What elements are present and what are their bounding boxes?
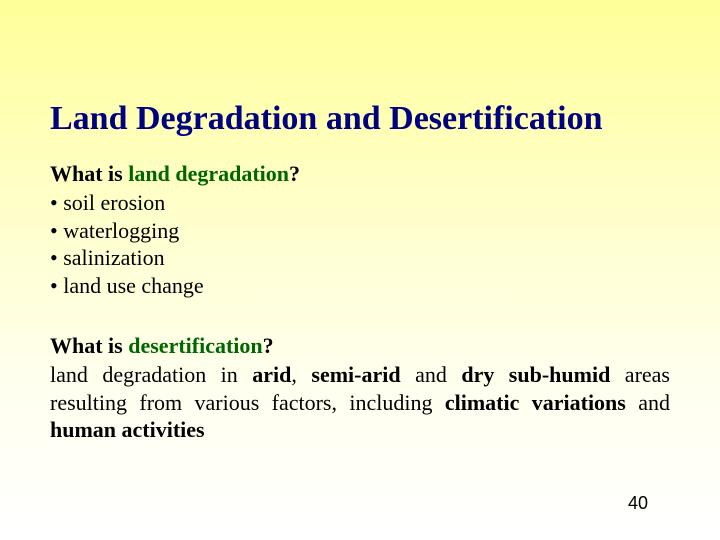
heading2-term: desertification <box>128 333 262 358</box>
body-bold-part: dry sub-humid <box>461 362 610 387</box>
body-bold-part: human activities <box>50 417 205 442</box>
body-text-part: land degradation in <box>50 362 252 387</box>
bullet-item: • waterlogging <box>50 217 670 245</box>
heading1-suffix: ? <box>289 161 300 186</box>
body-text-part: and <box>626 390 670 415</box>
section2-heading: What is desertification? <box>50 333 670 359</box>
section2-body: land degradation in arid, semi-arid and … <box>50 361 670 444</box>
heading2-prefix: What is <box>50 333 128 358</box>
bullet-item: • land use change <box>50 272 670 300</box>
body-text-part: and <box>401 362 462 387</box>
bullet-item: • soil erosion <box>50 189 670 217</box>
heading2-suffix: ? <box>263 333 274 358</box>
heading1-prefix: What is <box>50 161 128 186</box>
body-bold-part: climatic variations <box>445 390 626 415</box>
page-number: 40 <box>628 493 648 514</box>
heading1-term: land degradation <box>128 161 289 186</box>
body-bold-part: arid <box>252 362 291 387</box>
section1-heading: What is land degradation? <box>50 161 670 187</box>
bullet-list: • soil erosion • waterlogging • saliniza… <box>50 189 670 299</box>
slide-container: Land Degradation and Desertification Wha… <box>0 0 720 444</box>
slide-title: Land Degradation and Desertification <box>50 100 670 137</box>
body-bold-part: semi-arid <box>311 362 400 387</box>
body-text-part: , <box>291 362 311 387</box>
bullet-item: • salinization <box>50 244 670 272</box>
